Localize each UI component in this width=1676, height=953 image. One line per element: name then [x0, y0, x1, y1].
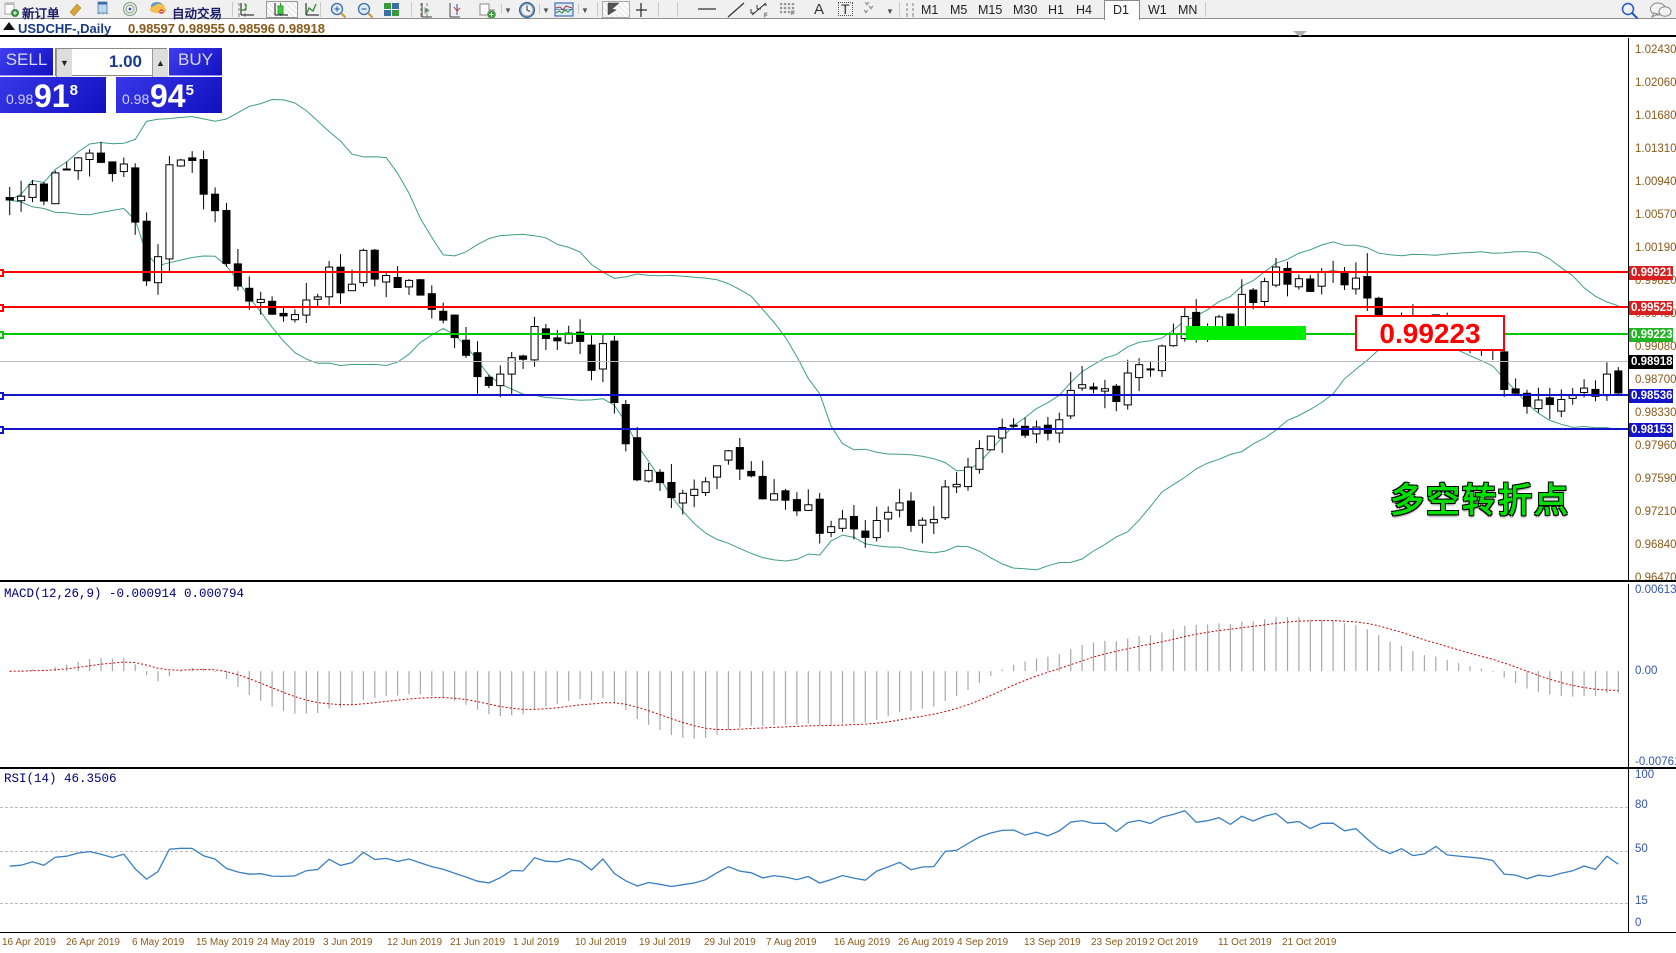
svg-text:F: F — [764, 13, 767, 18]
svg-text:F: F — [791, 11, 794, 15]
